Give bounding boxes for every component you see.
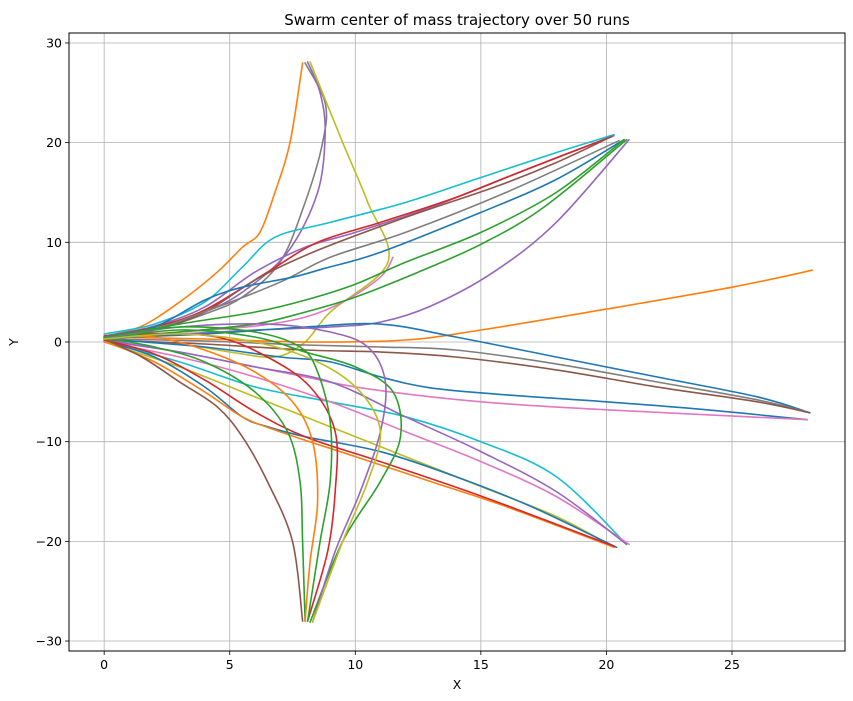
axis-ticks: 0 5 10 15 20 25 −30 −20 −10 0 10 20 30	[36, 35, 740, 672]
y-tick-label: −20	[36, 534, 62, 549]
trajectory-run-13	[103, 138, 628, 340]
trajectory-run-25	[103, 340, 618, 549]
y-tick-label: 10	[46, 235, 62, 250]
trajectory-run-33	[103, 323, 387, 623]
trajectory-run-17	[103, 338, 811, 414]
trajectory-run-23	[103, 341, 630, 546]
trajectory-run-12	[103, 138, 625, 339]
trajectory-run-18	[103, 339, 811, 414]
y-axis-label: Y	[6, 338, 21, 347]
trajectory-run-29	[103, 337, 306, 622]
trajectory-run-8	[103, 135, 613, 338]
trajectory-run-1	[103, 62, 304, 338]
y-tick-label: −10	[36, 434, 62, 449]
series-layer	[103, 61, 814, 623]
x-axis-label: X	[453, 677, 462, 692]
x-tick-label: 0	[100, 657, 108, 672]
trajectory-run-34	[103, 333, 382, 623]
trajectory-run-26	[103, 340, 615, 549]
x-tick-label: 20	[598, 657, 614, 672]
trajectory-run-24	[103, 339, 628, 546]
trajectory-run-10	[103, 139, 620, 338]
y-tick-label: 30	[46, 35, 62, 50]
trajectory-run-22	[103, 341, 615, 549]
x-tick-label: 10	[347, 657, 363, 672]
trajectory-run-30	[103, 335, 319, 622]
x-tick-label: 25	[724, 657, 740, 672]
trajectory-run-6	[103, 133, 615, 335]
trajectory-run-19	[103, 338, 809, 421]
y-tick-label: 0	[54, 335, 62, 350]
trajectory-run-20	[103, 340, 809, 421]
trajectory-run-35	[103, 326, 333, 622]
trajectory-run-14	[103, 138, 630, 340]
grid	[69, 33, 845, 651]
trajectory-run-21	[103, 340, 628, 546]
trajectory-run-11	[103, 138, 625, 338]
trajectory-run-2	[103, 62, 328, 340]
chart-title: Swarm center of mass trajectory over 50 …	[284, 11, 630, 29]
trajectory-run-32	[103, 329, 403, 623]
y-tick-label: −30	[36, 634, 62, 649]
x-tick-label: 5	[226, 657, 234, 672]
trajectory-run-28	[103, 338, 304, 622]
x-tick-label: 15	[473, 657, 489, 672]
trajectory-run-27	[103, 339, 615, 548]
y-tick-label: 20	[46, 135, 62, 150]
